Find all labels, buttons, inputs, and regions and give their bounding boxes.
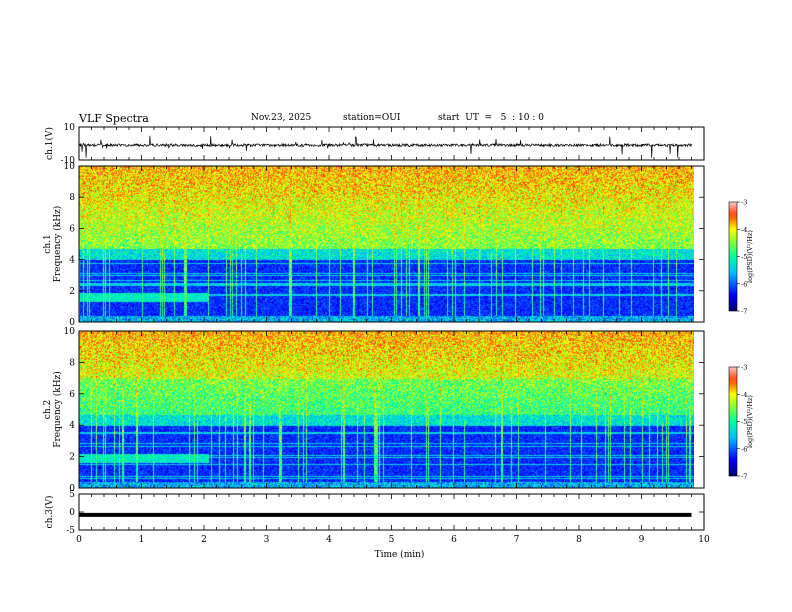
ch2-spectrogram-tick-label: 6 (69, 390, 75, 400)
x-tick-label: 10 (698, 535, 710, 545)
ch3-waveform-tick-label: 5 (69, 490, 75, 500)
ch2-spectrogram-tick-label: 2 (69, 453, 75, 463)
ch1-spectrogram-ylabel-line: ch.1 (43, 234, 53, 253)
ch2-colorbar-label-text: log(PSD)(V²/Hz) (746, 395, 754, 448)
ch1-spectrogram-tick-label: 0 (69, 318, 75, 328)
ch1-spectrogram-tick-label: 10 (64, 162, 76, 172)
ch2-colorbar-tick-label: -6 (741, 445, 747, 453)
ch2-colorbar-tick-label: -4 (741, 391, 747, 399)
ch1-colorbar-tick-label: -6 (741, 280, 747, 288)
ch1-spectrogram-tick-label: 6 (69, 224, 75, 234)
ch1-waveform-line (78, 135, 692, 159)
ch2-colorbar-tick-label: -3 (741, 364, 747, 372)
ch1-spectrogram-tick-label: 4 (69, 256, 75, 266)
ch2-colorbar (728, 366, 738, 477)
x-tick-label: 2 (201, 535, 207, 545)
ch2-spectrogram-tick-label: 0 (69, 484, 75, 494)
ch1-colorbar-tick-label: -4 (741, 226, 747, 234)
ch1-colorbar-label: log(PSD)(V²/Hz) (746, 230, 754, 283)
ch1-spectrogram-ylabel: ch.1 Frequency (kHz) (43, 206, 63, 283)
ch2-spectrogram-tick-label: 10 (64, 327, 76, 337)
ch2-colorbar-label: log(PSD)(V²/Hz) (746, 395, 754, 448)
x-tick-label: 5 (389, 535, 395, 545)
ch1-colorbar-tick-label: -7 (741, 308, 747, 316)
ch2-spectrogram-tick-label: 4 (69, 421, 75, 431)
ch2-colorbar-tick-label: -7 (741, 473, 747, 481)
ch1-colorbar (728, 201, 738, 312)
ch3-waveform-tick-label: -5 (66, 526, 75, 536)
station-label: station=OUI (343, 113, 401, 123)
x-axis-label: Time (min) (375, 549, 425, 560)
start-time-label: start UT = 5 : 10 : 0 (438, 113, 544, 123)
ch1-spectrogram-image (79, 166, 694, 322)
ch1-waveform-tick-label: 10 (64, 123, 76, 133)
ch1-spectrogram-tick-label: 2 (69, 287, 75, 297)
ch2-spectrogram-image (79, 331, 694, 488)
ch1-colorbar-tick-label: -3 (741, 199, 747, 207)
x-tick-label: 9 (639, 535, 645, 545)
ch1-waveform-tick-label: -10 (61, 156, 76, 166)
ch1-waveform-ylabel-line: ch.1(V) (44, 127, 55, 160)
x-tick-label: 1 (139, 535, 145, 545)
ch3-waveform-ylabel: ch.3(V) (44, 496, 55, 529)
ch3-waveform-ylabel-line: ch.3(V) (44, 496, 55, 529)
x-tick-label: 3 (264, 535, 270, 545)
ch1-colorbar-tick-label: -5 (741, 253, 747, 261)
x-tick-label: 8 (576, 535, 582, 545)
ch2-spectrogram-ylabel: ch.2 Frequency (kHz) (43, 371, 63, 448)
x-tick-label: 6 (451, 535, 457, 545)
ch1-spectrogram-ylabel-line: Frequency (kHz) (52, 206, 63, 283)
ch1-spectrogram-tick-label: 8 (69, 193, 75, 203)
ch3-waveform-tick-label: 0 (69, 508, 75, 518)
ch1-colorbar-label-text: log(PSD)(V²/Hz) (746, 230, 754, 283)
figure-title: VLF Spectra (79, 112, 149, 125)
ch2-spectrogram-ylabel-line: ch.2 (43, 400, 53, 419)
date-label: Nov.23, 2025 (251, 113, 312, 123)
x-tick-label: 7 (514, 535, 520, 545)
ch1-waveform-ylabel: ch.1(V) (44, 127, 55, 160)
x-tick-label: 0 (76, 535, 82, 545)
ch3-waveform-frame (78, 493, 705, 531)
ch2-spectrogram-ylabel-line: Frequency (kHz) (52, 371, 63, 448)
ch2-spectrogram-tick-label: 8 (69, 358, 75, 368)
ch2-colorbar-tick-label: -5 (741, 418, 747, 426)
x-tick-label: 4 (326, 535, 332, 545)
